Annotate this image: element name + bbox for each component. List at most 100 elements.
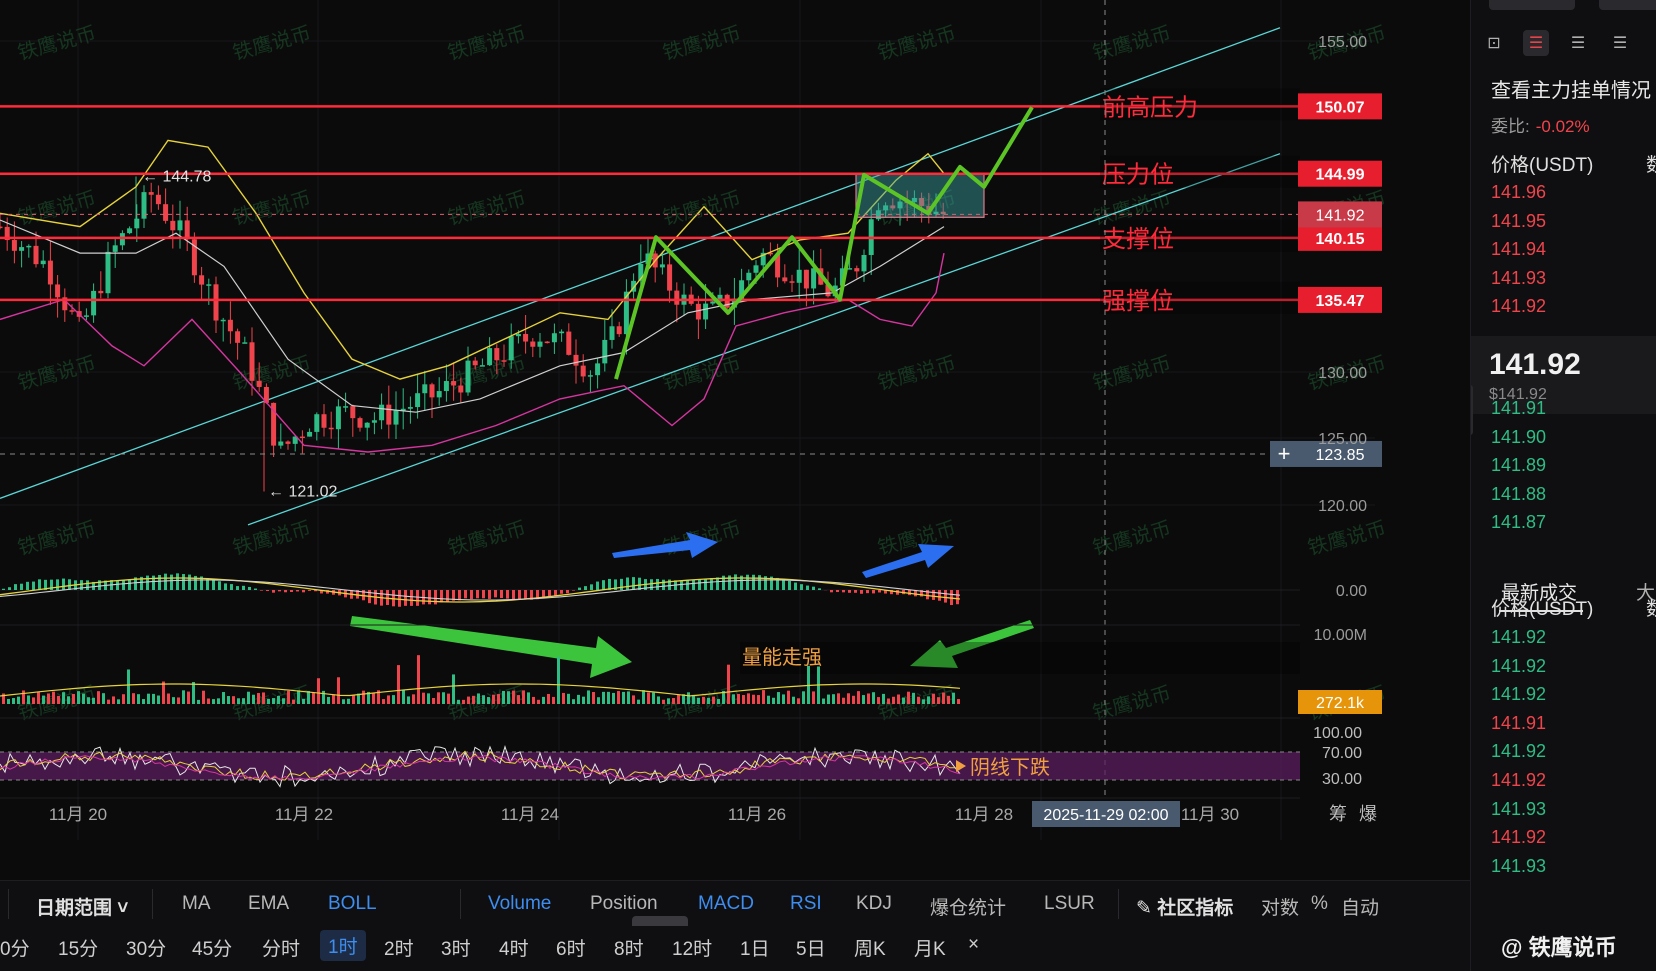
indicator-爆仓统计[interactable]: 爆仓统计 <box>930 898 1007 919</box>
sidebar-collapse-handle[interactable] <box>1471 385 1473 435</box>
date-range-dropdown[interactable]: 日期范围 ˅ <box>36 898 129 919</box>
timeframe-8时[interactable]: 8时 <box>614 939 644 960</box>
sidebar-title[interactable]: 查看主力挂单情况 <box>1491 80 1651 102</box>
auto-scale-toggle[interactable]: 自动 <box>1341 898 1380 919</box>
bids-row[interactable]: 141.89 <box>1491 455 1547 476</box>
candle-body <box>11 240 17 251</box>
bids-row[interactable]: 141.90 <box>1491 426 1547 447</box>
volume-bar <box>17 696 20 704</box>
timeframe-15分[interactable]: 15分 <box>58 939 99 960</box>
indicator-lsur[interactable]: LSUR <box>1044 893 1095 914</box>
volume-bar <box>337 677 340 704</box>
timeframe-1日[interactable]: 1日 <box>740 939 770 960</box>
trades-row[interactable]: 141.92 <box>1491 627 1547 647</box>
timeframe-12时[interactable]: 12时 <box>672 939 713 960</box>
indicator-rsi[interactable]: RSI <box>790 893 822 914</box>
community-indicators-button[interactable]: ✎ 社区指标 <box>1136 898 1234 919</box>
asks-row[interactable]: 141.93 <box>1491 267 1547 288</box>
trades-row[interactable]: 141.92 <box>1491 827 1547 848</box>
timeframe-30分[interactable]: 30分 <box>126 939 167 960</box>
candle-body <box>710 301 716 304</box>
candle-body <box>508 336 514 361</box>
crosshair-add-button[interactable] <box>1270 440 1298 467</box>
volume-bar <box>722 690 725 704</box>
sidebar-tab-1[interactable] <box>1489 0 1575 10</box>
asks-row[interactable]: 141.92 <box>1491 296 1547 317</box>
tab-latest-trades[interactable]: 最新成交 <box>1501 583 1578 604</box>
tab-big-trades[interactable]: 大 <box>1636 583 1656 604</box>
asks-row[interactable]: 141.95 <box>1491 210 1547 231</box>
x-tick-label: 11月 30 <box>1181 805 1239 824</box>
macd-histogram-bar <box>230 584 233 590</box>
macd-histogram-bar <box>512 590 515 600</box>
macd-histogram-bar <box>272 590 275 593</box>
sidebar-tab-2[interactable] <box>1599 0 1656 10</box>
macd-histogram-bar <box>752 574 755 590</box>
timeframe-月K[interactable]: 月K <box>914 939 946 960</box>
indicator-ema[interactable]: EMA <box>248 893 290 914</box>
candle-body <box>782 277 788 282</box>
timeframe-2时[interactable]: 2时 <box>384 939 414 960</box>
timeframe-0分[interactable]: 0分 <box>0 939 30 960</box>
macd-histogram-bar <box>650 579 653 590</box>
chip-distribution-button[interactable]: 筹 <box>1329 804 1347 824</box>
macd-histogram-bar <box>662 579 665 590</box>
orderbook-sell-icon[interactable]: ☰ <box>1523 30 1549 56</box>
x-tick-label: 11月 28 <box>955 805 1013 824</box>
trades-row[interactable]: 141.93 <box>1491 855 1547 876</box>
timeframe-1时[interactable]: 1时 <box>320 930 366 961</box>
candle-body <box>789 281 795 283</box>
indicator-macd[interactable]: MACD <box>698 893 754 914</box>
volume-bar <box>512 690 515 704</box>
asks-row[interactable]: 141.96 <box>1491 182 1547 202</box>
percent-scale-toggle[interactable]: % <box>1311 893 1328 914</box>
candle-body <box>415 393 421 408</box>
level-label-bg <box>1100 155 1300 188</box>
timeframe-周K[interactable]: 周K <box>854 939 886 960</box>
orderbook-more-icon[interactable]: ☰ <box>1612 35 1628 52</box>
boll-lower-line <box>0 252 945 453</box>
rsi-label: 100.00 <box>1313 725 1362 742</box>
macd-histogram-bar <box>860 590 863 594</box>
timeframe-5日[interactable]: 5日 <box>796 939 826 960</box>
macd-histogram-bar <box>734 574 737 590</box>
timeframe-分时[interactable]: 分时 <box>262 939 301 960</box>
timeframe-6时[interactable]: 6时 <box>556 939 586 960</box>
timeframe-3时[interactable]: 3时 <box>441 939 471 960</box>
asks-row[interactable]: 141.94 <box>1491 239 1547 260</box>
volume-bar <box>22 690 25 704</box>
bids-row[interactable]: 141.88 <box>1491 483 1547 504</box>
indicator-kdj[interactable]: KDJ <box>856 893 892 914</box>
orderbook-both-icon[interactable]: ⊡ <box>1487 35 1501 52</box>
candle-body <box>249 342 255 381</box>
timeframe-45分[interactable]: 45分 <box>192 939 233 960</box>
indicator-ma[interactable]: MA <box>182 893 211 914</box>
volume-bar <box>732 694 735 704</box>
trades-row[interactable]: 141.92 <box>1491 684 1547 705</box>
rsi-label: 30.00 <box>1322 771 1362 788</box>
trades-row[interactable]: 141.92 <box>1491 770 1547 790</box>
volume-bar <box>567 693 570 704</box>
bids-row[interactable]: 141.91 <box>1491 398 1547 418</box>
trades-row[interactable]: 141.93 <box>1491 798 1547 819</box>
timeframe-4时[interactable]: 4时 <box>499 939 529 960</box>
volume-bar <box>472 695 475 704</box>
indicator-volume[interactable]: Volume <box>488 893 552 914</box>
indicator-boll[interactable]: BOLL <box>328 893 377 914</box>
volume-bar <box>812 691 815 704</box>
log-scale-toggle[interactable]: 对数 <box>1261 898 1300 919</box>
panel-drag-handle[interactable] <box>632 916 688 926</box>
macd-histogram-bar <box>386 590 389 605</box>
orderbook-buy-icon[interactable]: ☰ <box>1570 35 1586 52</box>
trades-row[interactable]: 141.91 <box>1491 712 1547 733</box>
volume-bar <box>627 691 630 704</box>
liquidation-button[interactable]: 爆 <box>1359 804 1377 824</box>
indicator-position[interactable]: Position <box>590 893 658 914</box>
trades-row[interactable]: 141.92 <box>1491 655 1547 676</box>
candle-body <box>717 294 723 302</box>
trades-row[interactable]: 141.92 <box>1491 741 1547 762</box>
macd-histogram-bar <box>746 574 749 590</box>
close-timeframes-icon[interactable]: × <box>968 934 980 955</box>
bids-row[interactable]: 141.87 <box>1491 512 1547 533</box>
